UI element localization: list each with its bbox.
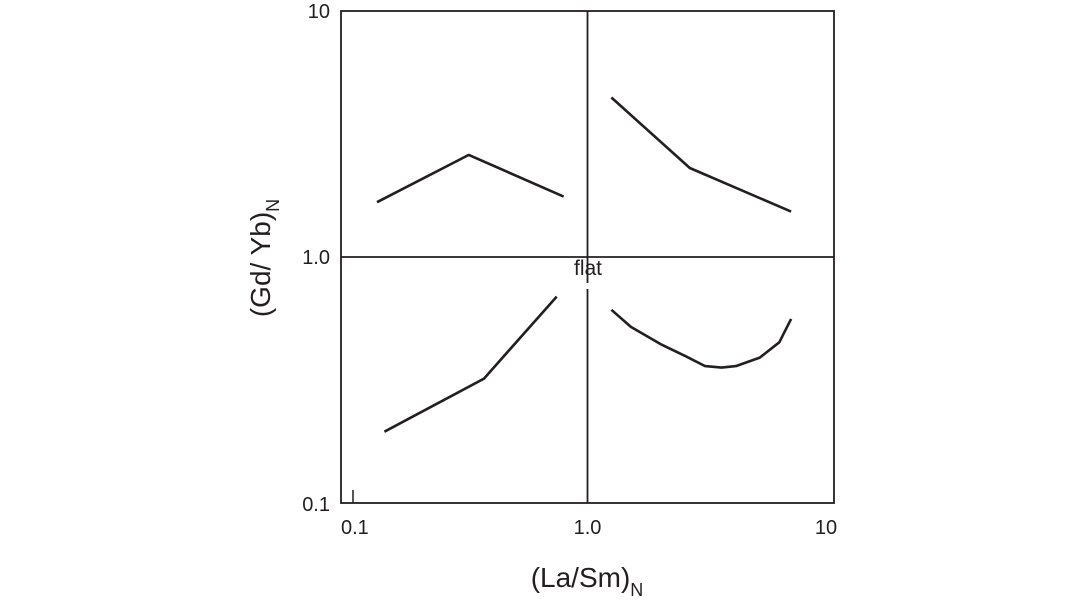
x-tick-label: 10: [815, 517, 837, 539]
series-line-2: [610, 96, 792, 213]
y-axis-label-main: (Gd/ Yb): [245, 212, 276, 317]
reference-lines: [341, 11, 834, 503]
y-axis-label: (Gd/ Yb)N: [245, 199, 283, 317]
x-axis-label: (La/Sm)N: [531, 562, 644, 600]
series-line-1: [376, 153, 565, 204]
x-axis-label-main: (La/Sm): [531, 562, 631, 593]
tick-labels: 0.1 1.0 10 10 1.0 0.1: [302, 1, 837, 539]
series-line-3: [383, 295, 558, 433]
x-axis-label-sub: N: [630, 580, 643, 600]
y-tick-label: 1.0: [302, 247, 330, 269]
annotation-flat: flat: [574, 257, 602, 280]
y-tick-label: 10: [308, 1, 330, 23]
series-line-4: [610, 308, 793, 369]
series-layer: [376, 96, 793, 433]
y-axis-label-sub: N: [263, 199, 283, 212]
x-tick-label: 1.0: [574, 517, 602, 539]
x-tick-label: 0.1: [341, 517, 369, 539]
y-tick-label: 0.1: [302, 494, 330, 516]
